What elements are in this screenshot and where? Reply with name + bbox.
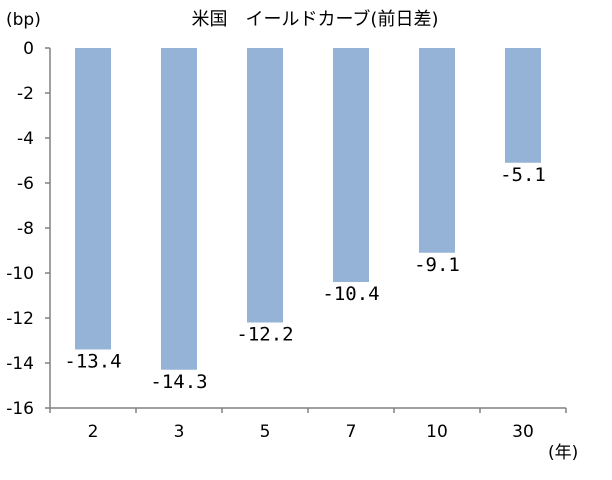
data-label: -12.2 xyxy=(236,324,293,346)
y-tick-label: -16 xyxy=(6,399,34,419)
bars-group xyxy=(75,48,541,370)
bar-2 xyxy=(75,48,111,350)
y-tick-label: -4 xyxy=(17,129,34,149)
y-axis-unit-label: (bp) xyxy=(6,10,41,30)
bar-30 xyxy=(505,48,541,163)
x-tick-label: 10 xyxy=(426,422,448,442)
bar-5 xyxy=(247,48,283,323)
y-tick-label: -8 xyxy=(17,219,34,239)
data-label: -14.3 xyxy=(150,371,207,393)
y-tick-label: -6 xyxy=(17,174,34,194)
bar-3 xyxy=(161,48,197,370)
x-tick-label: 7 xyxy=(346,422,357,442)
data-label: -13.4 xyxy=(64,351,121,373)
chart-title: 米国 イールドカーブ(前日差) xyxy=(192,8,439,30)
x-axis-unit-label: (年) xyxy=(548,443,578,463)
x-tick-label: 2 xyxy=(88,422,99,442)
y-tick-label: -12 xyxy=(6,309,34,329)
data-label: -9.1 xyxy=(414,254,460,276)
data-label: -10.4 xyxy=(322,283,379,305)
x-tick-label: 5 xyxy=(260,422,271,442)
bar-10 xyxy=(419,48,455,253)
y-tick-label: -14 xyxy=(6,354,34,374)
y-tick-label: 0 xyxy=(23,39,34,59)
y-tick-label: -10 xyxy=(6,264,34,284)
x-tick-label: 3 xyxy=(174,422,185,442)
x-tick-label: 30 xyxy=(512,422,534,442)
y-tick-label: -2 xyxy=(17,84,34,104)
bar-7 xyxy=(333,48,369,282)
data-label: -5.1 xyxy=(500,164,546,186)
labels-group: 0 -2 -4 -6 -8 -10 -12 -14 -16 2 3 5 7 10 30 -13.4 -14.3 -… xyxy=(6,39,546,442)
axes-group xyxy=(45,47,567,413)
